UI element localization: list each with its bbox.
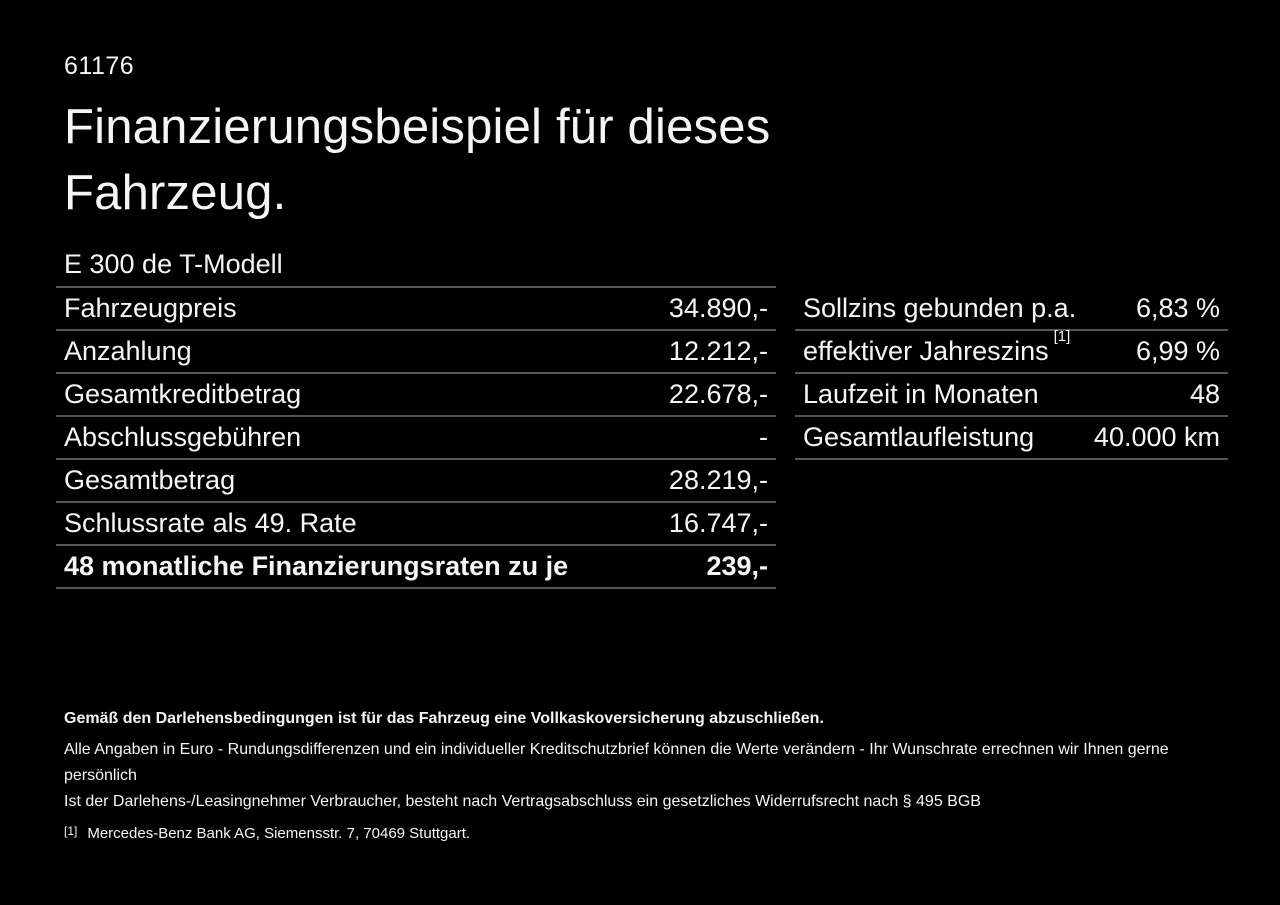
offer-number: 61176 bbox=[64, 52, 135, 80]
row-label: Gesamtkreditbetrag bbox=[64, 379, 302, 409]
row-value: 22.678,- bbox=[668, 379, 768, 409]
row-label: Anzahlung bbox=[64, 336, 192, 366]
conditions-table: Sollzins gebunden p.a. 6,83 % effektiver… bbox=[795, 286, 1228, 460]
row-value: 48 bbox=[1189, 379, 1220, 409]
row-label: effektiver Jahreszins [1] bbox=[803, 328, 1071, 366]
disclaimer-line: Alle Angaben in Euro - Rundungsdifferenz… bbox=[64, 741, 1169, 784]
row-label: Gesamtlaufleistung bbox=[803, 422, 1035, 452]
insurance-note: Gemäß den Darlehensbedingungen ist für d… bbox=[64, 710, 824, 727]
footnote-bank: [1] Mercedes-Benz Bank AG, Siemensstr. 7,… bbox=[64, 824, 1214, 844]
row-value: 16.747,- bbox=[668, 508, 768, 538]
footnote-text: Mercedes-Benz Bank AG, Siemensstr. 7, 70… bbox=[87, 825, 471, 842]
disclaimer-line: Ist der Darlehens-/Leasingnehmer Verbrau… bbox=[64, 793, 981, 810]
row-value: 6,83 % bbox=[1135, 293, 1220, 323]
row-value: 12.212,- bbox=[668, 336, 768, 366]
row-label: Sollzins gebunden p.a. bbox=[803, 293, 1077, 323]
footnote-reference: [1] bbox=[1053, 328, 1071, 345]
table-row: Gesamtkreditbetrag 22.678,- bbox=[56, 374, 776, 417]
table-row: Anzahlung 12.212,- bbox=[56, 331, 776, 374]
table-row: effektiver Jahreszins [1] 6,99 % bbox=[795, 328, 1228, 374]
row-value: - bbox=[759, 422, 768, 452]
row-label: 48 monatliche Finanzierungsraten zu je bbox=[64, 551, 569, 581]
table-row: Laufzeit in Monaten 48 bbox=[795, 374, 1228, 417]
table-row: Fahrzeugpreis 34.890,- bbox=[56, 288, 776, 331]
table-row-monthly-rate: 48 monatliche Finanzierungsraten zu je 2… bbox=[56, 546, 776, 589]
row-label: Laufzeit in Monaten bbox=[803, 379, 1039, 409]
finance-table: Fahrzeugpreis 34.890,- Anzahlung 12.212,… bbox=[56, 286, 776, 589]
table-row: Gesamtbetrag 28.219,- bbox=[56, 460, 776, 503]
row-value: 239,- bbox=[706, 551, 768, 581]
legal-footer: Gemäß den Darlehensbedingungen ist für d… bbox=[64, 709, 1214, 844]
vehicle-model-label: E 300 de T-Modell bbox=[64, 249, 283, 279]
table-row: Abschlussgebühren - bbox=[56, 417, 776, 460]
row-label: Fahrzeugpreis bbox=[64, 293, 237, 323]
row-value: 28.219,- bbox=[668, 465, 768, 495]
row-label: Gesamtbetrag bbox=[64, 465, 236, 495]
table-row: Schlussrate als 49. Rate 16.747,- bbox=[56, 503, 776, 546]
row-label: Abschlussgebühren bbox=[64, 422, 302, 452]
page-title: Finanzierungsbeispiel für dieses Fahrzeu… bbox=[64, 100, 771, 220]
row-value: 6,99 % bbox=[1135, 336, 1220, 366]
row-value: 40.000 km bbox=[1093, 422, 1220, 452]
table-row: Gesamtlaufleistung 40.000 km bbox=[795, 417, 1228, 460]
row-label: Schlussrate als 49. Rate bbox=[64, 508, 357, 538]
row-value: 34.890,- bbox=[668, 293, 768, 323]
footnote-marker: [1] bbox=[64, 824, 78, 838]
disclaimer-notes: Alle Angaben in Euro - Rundungsdifferenz… bbox=[64, 737, 1214, 815]
table-row: Sollzins gebunden p.a. 6,83 % bbox=[795, 288, 1228, 331]
